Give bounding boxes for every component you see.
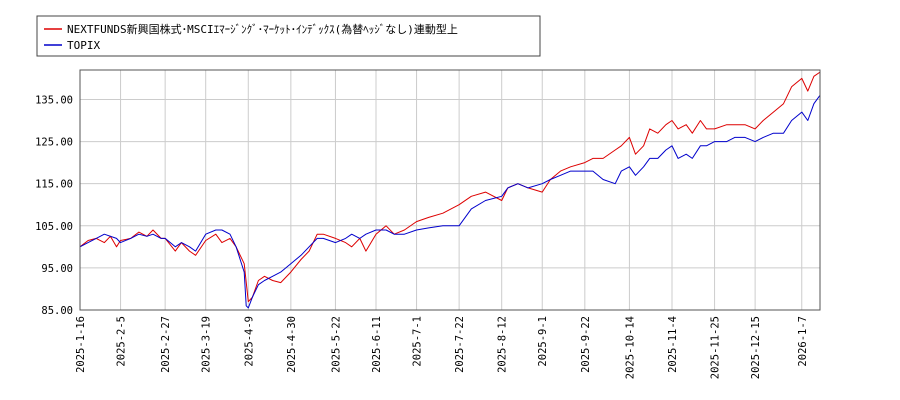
x-tick-label: 2025-4-9	[243, 316, 255, 367]
series-line-1	[79, 71, 821, 303]
y-tick-label: 95.00	[41, 263, 73, 275]
x-tick-label: 2025-2-5	[116, 316, 128, 367]
x-tick-label: 2025-11-25	[710, 316, 722, 379]
x-tick-label: 2025-10-14	[624, 316, 636, 379]
x-tick-label: 2025-1-16	[75, 316, 87, 373]
x-tick-label: 2025-12-15	[750, 316, 762, 379]
y-tick-label: 135.00	[35, 94, 73, 106]
x-tick-label: 2025-3-19	[201, 316, 213, 373]
x-tick-label: 2025-5-22	[330, 316, 342, 373]
y-tick-label: 105.00	[35, 221, 73, 233]
x-tick-label: 2025-7-22	[454, 316, 466, 373]
x-tick-label: 2025-4-30	[286, 316, 298, 373]
x-tick-label: 2025-9-1	[537, 316, 549, 367]
y-axis: 85.00 95.00 105.00 115.00 125.00 135.00	[35, 94, 73, 317]
grid-layer	[79, 70, 820, 311]
series-layer	[79, 71, 821, 309]
x-tick-label: 2025-9-22	[580, 316, 592, 373]
x-axis: 2025-1-16 2025-2-5 2025-2-27 2025-3-19 2025-…	[75, 316, 809, 379]
y-tick-label: 115.00	[35, 179, 73, 191]
legend-label-series-2: TOPIX	[67, 39, 100, 52]
x-tick-label: 2025-6-11	[371, 316, 383, 373]
x-tick-label: 2025-11-4	[667, 316, 679, 373]
x-tick-label: 2026-1-7	[797, 316, 809, 367]
y-tick-label: 125.00	[35, 137, 73, 149]
series-line-2	[79, 95, 821, 309]
legend-label-series-1: NEXTFUNDS新興国株式･MSCIｴﾏｰｼﾞﾝｸﾞ･ﾏｰｹｯﾄ･ｲﾝﾃﾞｯｸ…	[67, 22, 458, 36]
plot-frame	[79, 69, 821, 311]
legend-box	[36, 15, 541, 57]
x-tick-label: 2025-2-27	[160, 316, 172, 373]
x-tick-label: 2025-8-12	[497, 316, 509, 373]
y-tick-label: 85.00	[41, 305, 73, 317]
legend: NEXTFUNDS新興国株式･MSCIｴﾏｰｼﾞﾝｸﾞ･ﾏｰｹｯﾄ･ｲﾝﾃﾞｯｸ…	[36, 15, 541, 57]
x-tick-label: 2025-7-1	[412, 316, 424, 367]
